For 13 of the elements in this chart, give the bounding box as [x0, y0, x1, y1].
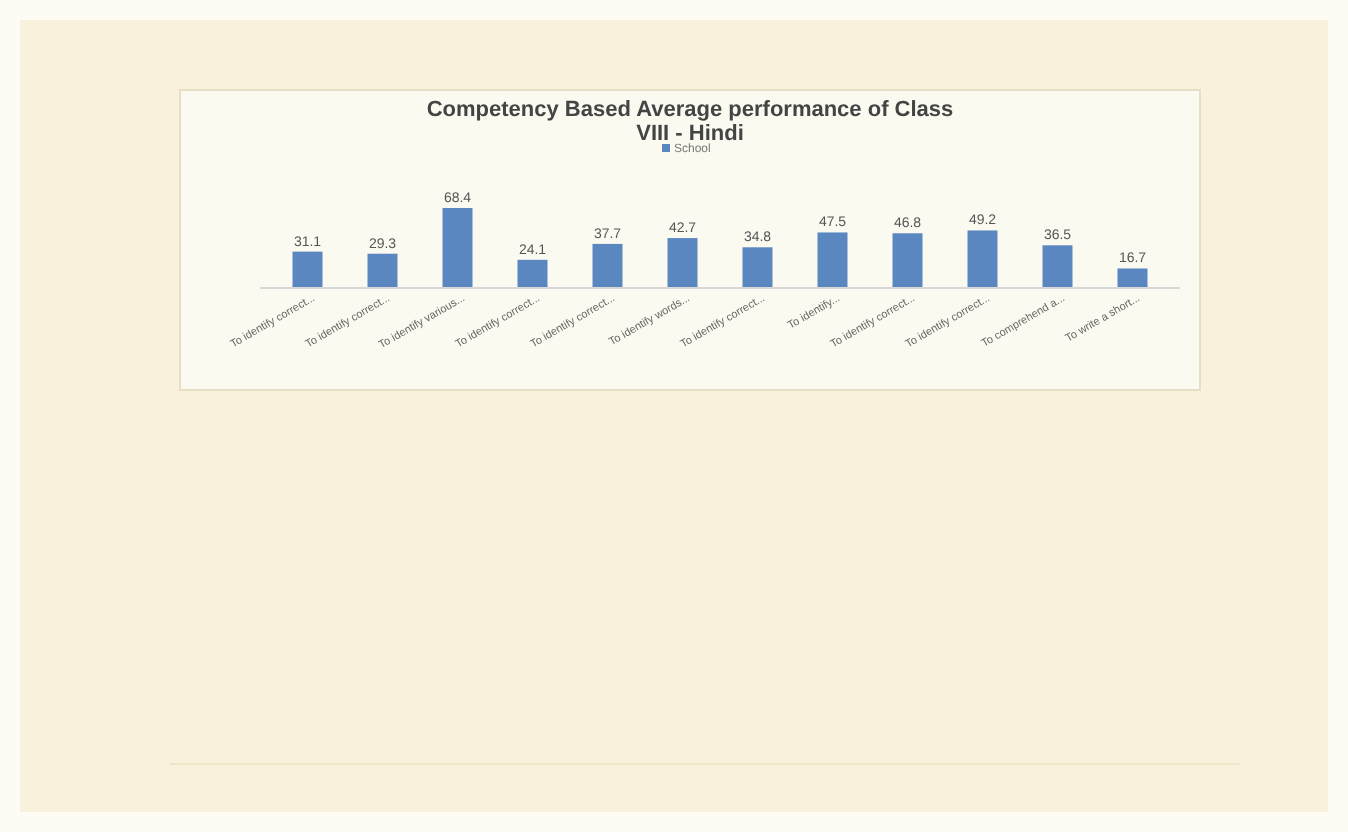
bar [442, 208, 473, 288]
bar [517, 259, 548, 288]
bar [367, 253, 398, 288]
bar [742, 247, 773, 288]
bar [1117, 268, 1148, 288]
bar [592, 243, 623, 288]
bar [292, 251, 323, 288]
bar [667, 238, 698, 288]
bar [1042, 245, 1073, 288]
bar [817, 232, 848, 288]
bar [892, 233, 923, 288]
chart-title: Competency Based Average performance of Class VIII - Hindi [426, 98, 954, 146]
bar [967, 230, 998, 288]
